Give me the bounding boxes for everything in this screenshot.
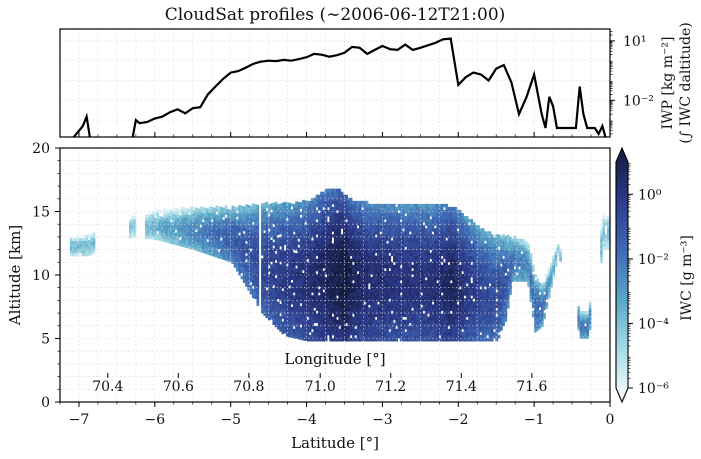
iwp-axes-frame bbox=[59, 28, 611, 138]
longitude-tick-label: 71.0 bbox=[305, 379, 336, 395]
altitude-tick-label: 15 bbox=[32, 205, 50, 221]
latitude-tick-label: −4 bbox=[296, 412, 317, 428]
longitude-secondary-axis: 70.4 70.6 70.8 71.0 71.2 71.4 71.6 bbox=[92, 373, 548, 395]
latitude-tick-label: −3 bbox=[372, 412, 393, 428]
colorbar-ticks: 10⁰ 10⁻² 10⁻⁴ 10⁻⁶ bbox=[628, 163, 669, 397]
latitude-tick-label: −2 bbox=[448, 412, 469, 428]
iwc-colorbar: 10⁰ 10⁻² 10⁻⁴ 10⁻⁶ IWC [g m⁻³] bbox=[615, 146, 695, 404]
altitude-tick-label: 20 bbox=[32, 141, 50, 157]
latitude-tick-label: 0 bbox=[606, 412, 615, 428]
colorbar-tick-label: 10⁻⁶ bbox=[638, 381, 669, 397]
altitude-tick-label: 0 bbox=[41, 395, 50, 411]
longitude-axis-label: Longitude [°] bbox=[284, 350, 385, 368]
longitude-tick-label: 70.6 bbox=[163, 379, 194, 395]
latitude-axis-label: Latitude [°] bbox=[291, 434, 379, 452]
latitude-tick-label: −7 bbox=[69, 412, 90, 428]
figure-title: CloudSat profiles (∼2006-06-12T21:00) bbox=[165, 5, 506, 25]
iwp-grid bbox=[59, 29, 611, 137]
colorbar-ramp bbox=[615, 146, 629, 404]
iwp-ylabel-line2: (∫ IWC daltitude) bbox=[678, 22, 694, 144]
iwc-ticks: −7 −6 −5 −4 −3 −2 −1 0 0 5 10 15 20 bbox=[32, 141, 614, 428]
longitude-tick-label: 71.2 bbox=[375, 379, 406, 395]
colorbar-label: IWC [g m⁻³] bbox=[679, 235, 695, 321]
iwp-ytick-label: 10¹ bbox=[623, 34, 646, 50]
longitude-tick-label: 70.4 bbox=[92, 379, 123, 395]
iwp-panel: 10¹ 10⁻² IWP [kg m⁻²] (∫ IWC daltitude) bbox=[59, 22, 694, 144]
colorbar-tick-label: 10⁻² bbox=[638, 252, 669, 268]
altitude-tick-label: 10 bbox=[32, 268, 50, 284]
longitude-tick-label: 71.6 bbox=[516, 379, 547, 395]
latitude-tick-label: −5 bbox=[220, 412, 241, 428]
latitude-tick-label: −6 bbox=[145, 412, 166, 428]
iwp-ticks: 10¹ 10⁻² bbox=[59, 31, 654, 137]
iwp-ytick-label: 10⁻² bbox=[623, 93, 654, 109]
colorbar-tick-label: 10⁰ bbox=[638, 187, 662, 203]
iwp-ylabel-line1: IWP [kg m⁻²] bbox=[660, 37, 676, 130]
longitude-tick-label: 70.8 bbox=[233, 379, 264, 395]
iwp-series-line bbox=[72, 37, 607, 137]
altitude-axis-label: Altitude [km] bbox=[6, 225, 24, 326]
altitude-tick-label: 5 bbox=[41, 332, 50, 348]
colorbar-tick-label: 10⁻⁴ bbox=[638, 316, 669, 332]
iwc-panel: −7 −6 −5 −4 −3 −2 −1 0 0 5 10 15 20 70.4 70.6 70.8 71.0… bbox=[6, 141, 614, 452]
longitude-tick-label: 71.4 bbox=[446, 379, 477, 395]
latitude-tick-label: −1 bbox=[524, 412, 545, 428]
